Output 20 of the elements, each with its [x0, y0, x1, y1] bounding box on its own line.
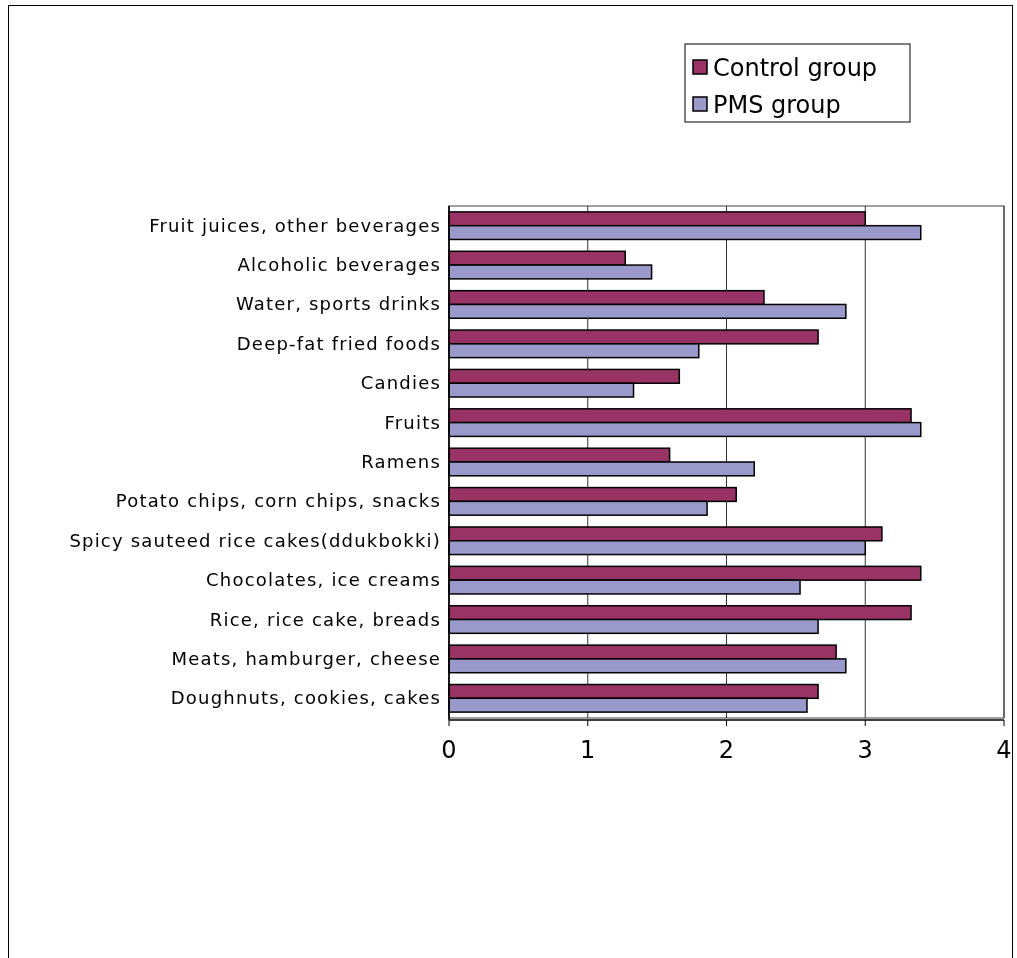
y-tick-label: Chocolates, ice creams [206, 569, 441, 591]
x-tick-label: 2 [718, 736, 735, 764]
x-tick-label: 3 [857, 736, 873, 764]
y-tick-label: Ramens [361, 451, 441, 472]
y-tick-label: Potato chips, corn chips, snacks [115, 490, 441, 512]
legend-label: PMS group [713, 91, 841, 119]
y-tick-label: Fruits [384, 411, 441, 433]
y-tick-label: Water, sports drinks [235, 293, 441, 315]
y-tick-label: Spicy sauteed rice cakes(ddukbokki) [69, 529, 441, 551]
y-tick-label: Candies [360, 372, 441, 394]
y-tick-label: Rice, rice cake, breads [209, 608, 441, 630]
y-tick-label: Doughnuts, cookies, cakes [170, 687, 441, 709]
y-tick-label: Meats, hamburger, cheese [171, 647, 441, 669]
x-tick-label: 4 [996, 736, 1012, 764]
y-tick-label: Alcoholic beverages [237, 254, 441, 276]
x-tick-label: 0 [441, 736, 457, 764]
y-tick-label: Deep-fat fried foods [236, 332, 441, 354]
legend-label: Control group [713, 54, 878, 82]
x-tick-label: 1 [580, 736, 596, 764]
y-tick-label: Fruit juices, other beverages [149, 214, 441, 236]
